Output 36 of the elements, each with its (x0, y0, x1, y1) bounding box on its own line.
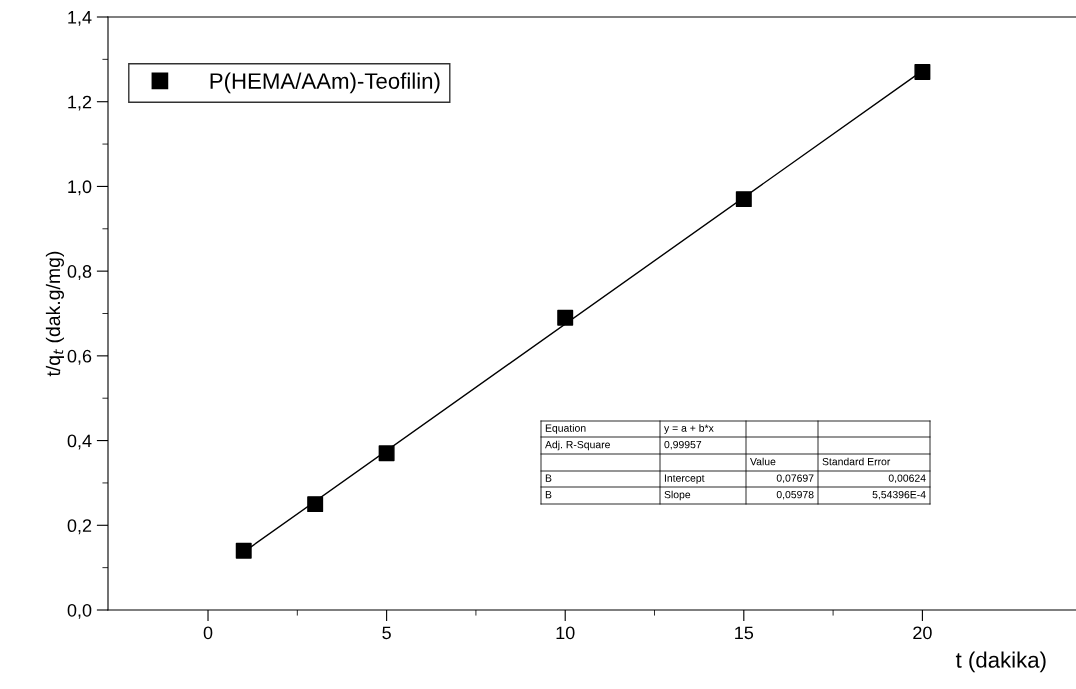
x-tick-label: 0 (203, 626, 213, 640)
annotation: Standard Error (822, 457, 891, 466)
x-tick-label: 5 (382, 626, 391, 640)
annotation: 0,07697 (776, 474, 814, 484)
point (378, 445, 395, 462)
annotation: B (545, 474, 552, 482)
annotation: Slope (664, 490, 691, 501)
point (307, 496, 324, 513)
annotation: 0,99957 (664, 440, 702, 450)
annotation: 0,05978 (776, 490, 814, 500)
annotation: Equation (545, 424, 586, 434)
y-tick-label: 0,0 (67, 603, 92, 619)
y-tick-label: 0,4 (67, 434, 92, 450)
point (557, 309, 574, 326)
y-tick-label: 0,8 (67, 265, 92, 280)
x-tick-label: 10 (556, 626, 575, 640)
y-tick-label: 0,6 (67, 349, 92, 365)
annotation: B (545, 491, 552, 499)
annotation: Value (750, 457, 776, 466)
point (914, 64, 931, 81)
y-tick-label: 0,2 (67, 519, 92, 535)
x-tick-label: 20 (913, 626, 932, 640)
x-tick-label: 15 (735, 626, 754, 640)
y-tick-label: 1,2 (68, 95, 92, 111)
y-axis-title: t/q$_{t}$ (dak.g/mg) (45, 251, 64, 377)
point (235, 542, 252, 559)
point (735, 191, 752, 208)
annotation: Adj. R-Square (545, 440, 610, 451)
annotation: 0,00624 (888, 474, 926, 484)
y-tick-label: 1,4 (68, 11, 92, 26)
x-axis-title: t (dakika) (955, 651, 1046, 673)
annotation: y = a + b*x (664, 424, 714, 434)
legend-label: P(HEMA/AAm)-Teofilin) (210, 72, 440, 94)
y-tick-label: 1,0 (68, 180, 92, 196)
annotation: 5,54396E-4 (872, 490, 926, 500)
annotation: Intercept (664, 474, 705, 484)
